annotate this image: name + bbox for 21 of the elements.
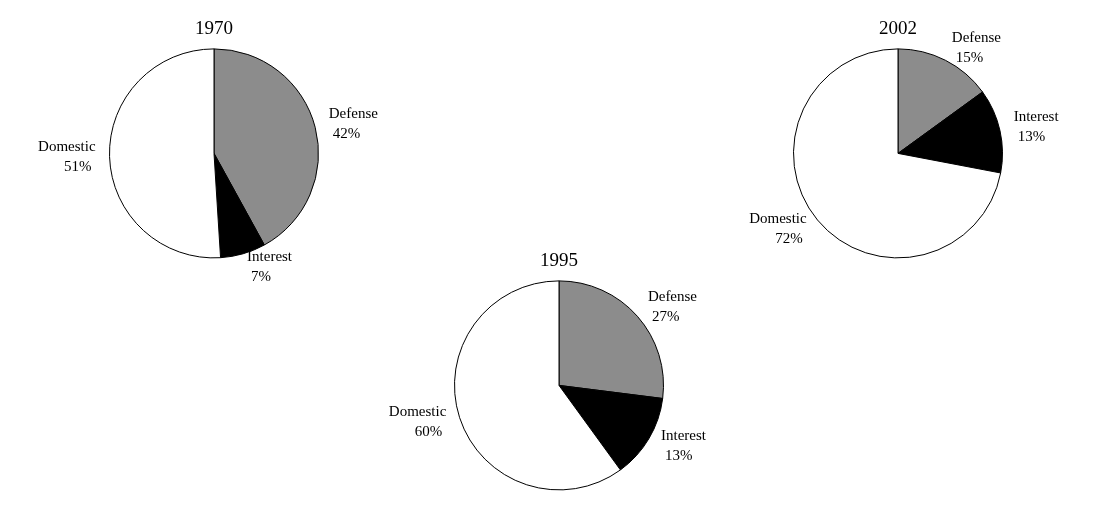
data-label: 72% [775, 229, 803, 246]
data-label: 15% [955, 48, 984, 65]
data-label: 13% [1017, 128, 1046, 145]
data-label: 7% [251, 268, 272, 285]
slice-label: Domestic [749, 209, 808, 226]
slice-label: Interest [247, 248, 293, 265]
slice-label: Domestic [388, 402, 447, 419]
data-label: 27% [651, 307, 680, 324]
slice-label: Interest [1013, 108, 1060, 125]
chart-title: 1995 [540, 249, 578, 271]
slice-label: Defense [328, 104, 379, 121]
chart-title: 1970 [195, 17, 233, 39]
data-label: 51% [64, 158, 92, 175]
data-label: 13% [665, 446, 693, 463]
slice-label: Interest [661, 426, 707, 443]
slice-label: Domestic [38, 138, 96, 155]
chart-title: 2002 [879, 17, 917, 39]
data-label: 42% [332, 124, 361, 141]
data-label: 60% [414, 422, 443, 439]
slice-label: Defense [647, 287, 698, 304]
slice-label: Defense [951, 28, 1002, 45]
